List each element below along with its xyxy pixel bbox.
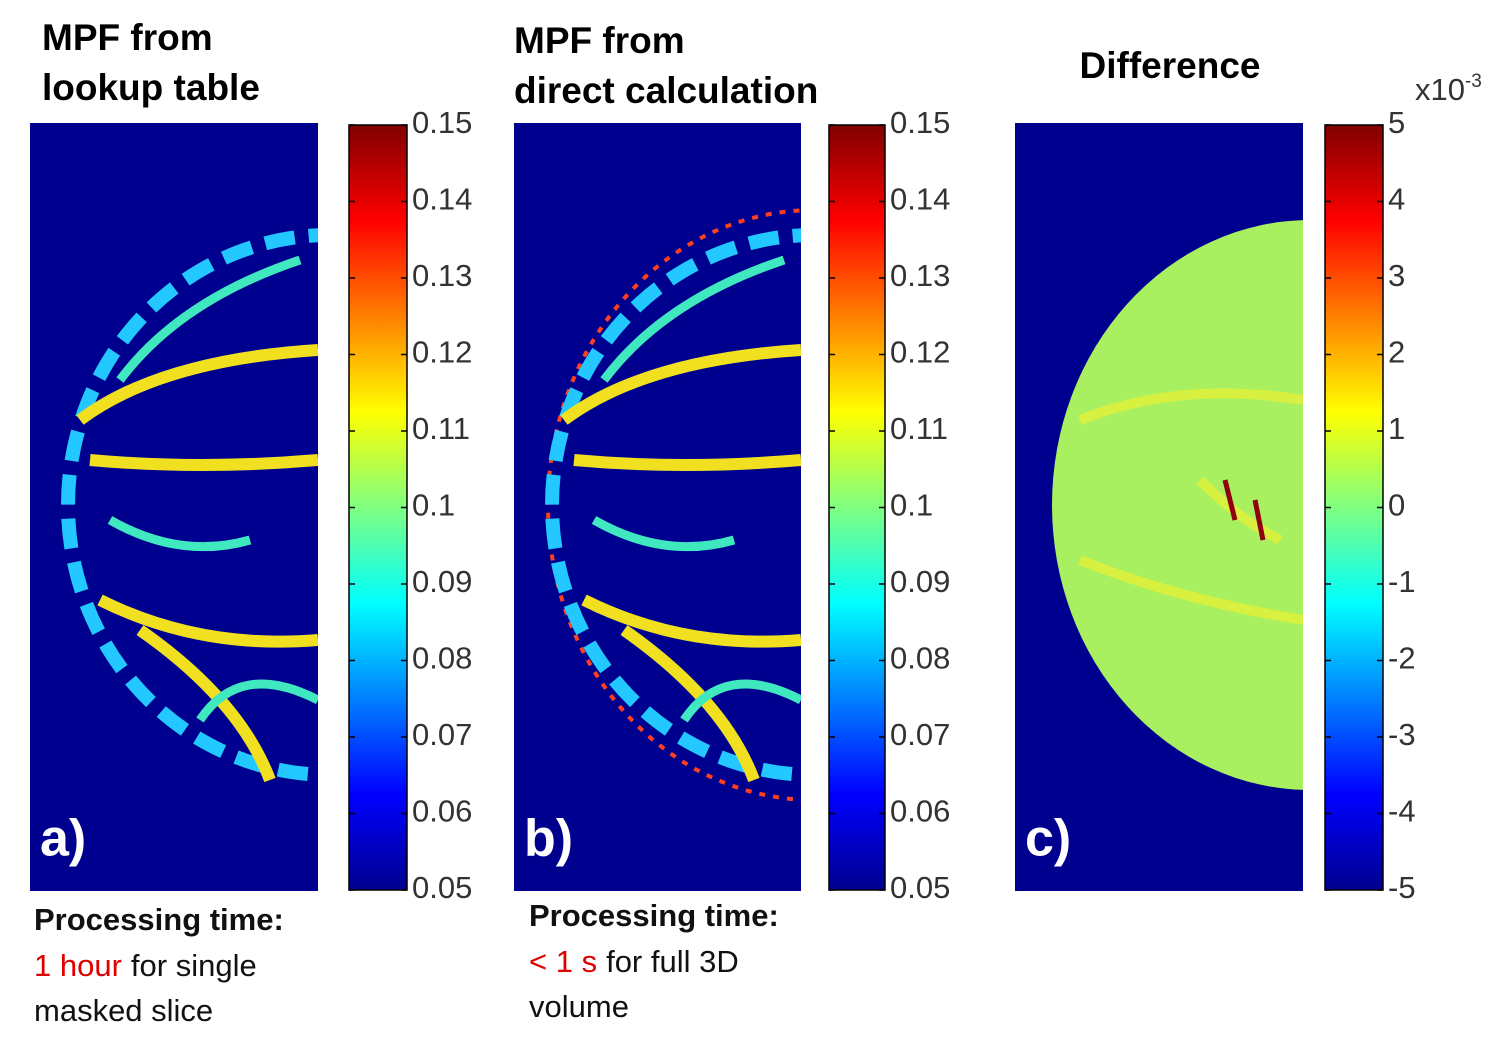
tick-label: 0.05 [890,870,950,905]
tick-label: 0.15 [412,105,472,140]
caption-line: volume [529,989,629,1024]
tick-label: 0.09 [890,564,950,599]
tick-label: 0.09 [412,564,472,599]
tick-label: 0.12 [412,335,472,370]
tick-label: 0.13 [890,258,950,293]
tick-label: 0.08 [412,641,472,676]
tick-label: 5 [1388,105,1405,140]
tick-label: 0.12 [890,335,950,370]
tick-label: 0.14 [412,182,472,217]
caption-heading: Processing time: [529,898,779,933]
tick-label: 0.06 [412,794,472,829]
caption-text: for full 3D [606,944,739,979]
image-a [30,123,318,891]
tick-label: 0.11 [412,411,470,446]
caption-line: masked slice [34,993,213,1028]
exponent-base: x10 [1415,72,1465,107]
image-c [1015,123,1303,891]
panel-label: a) [40,810,86,868]
tick-label: -4 [1388,794,1416,829]
tick-label: 3 [1388,258,1405,293]
caption-text: for single [131,948,257,983]
tick-label: 2 [1388,335,1405,370]
tick-label: -2 [1388,641,1416,676]
tick-label: 0 [1388,488,1405,523]
colorbar [828,124,886,891]
tick-label: 0.15 [890,105,950,140]
tick-label: 0.07 [890,717,950,752]
tick-label: 0.07 [412,717,472,752]
tick-label: 0.1 [890,488,933,523]
tick-label: 4 [1388,182,1405,217]
panel-label: c) [1025,810,1071,868]
tick-label: 0.06 [890,794,950,829]
panel-title: MPF from [514,20,685,61]
tick-label: 0.1 [412,488,455,523]
panel-title: direct calculation [514,70,818,111]
colorbar [348,124,408,891]
caption-text: masked slice [34,993,213,1028]
tick-label: 1 [1388,411,1405,446]
tick-label: 0.05 [412,870,472,905]
image-b [514,123,801,891]
exponent-power: -3 [1465,71,1482,92]
caption-line: < 1 s for full 3D [529,944,739,979]
tick-label: 0.14 [890,182,950,217]
tick-label: 0.08 [890,641,950,676]
panel-title: MPF from [42,17,213,58]
caption-text: volume [529,989,629,1024]
panel-label: b) [524,810,573,868]
tick-label: -1 [1388,564,1416,599]
panel-title: lookup table [42,67,260,108]
tick-label: -5 [1388,870,1416,905]
panel-title: Difference [1080,45,1261,86]
colorbar [1324,124,1384,891]
caption-line: 1 hour for single [34,948,257,983]
caption-heading: Processing time: [34,902,284,937]
caption-text: 1 hour [34,948,122,983]
tick-label: 0.13 [412,258,472,293]
tick-label: 0.11 [890,411,948,446]
tick-label: -3 [1388,717,1416,752]
caption-text: < 1 s [529,944,597,979]
exponent-label: x10-3 [1415,71,1482,107]
